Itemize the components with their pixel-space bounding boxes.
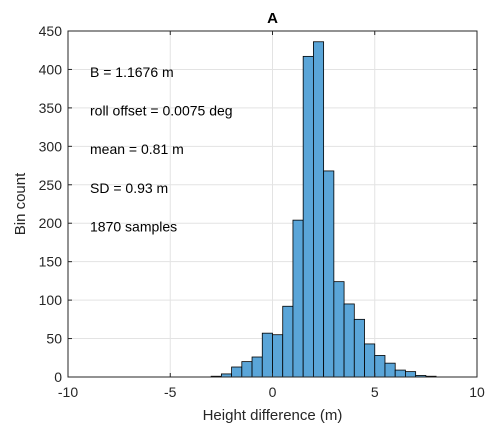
histogram-bar — [302, 55, 314, 378]
histogram-bar — [251, 356, 263, 378]
histogram-bar — [405, 371, 417, 378]
annotation-roll-offset: roll offset = 0.0075 deg — [90, 103, 233, 119]
histogram-bar — [353, 318, 365, 378]
annotation-baseline: B = 1.1676 m — [90, 64, 174, 80]
histogram-bar — [394, 369, 406, 378]
histogram-bar — [282, 305, 294, 378]
histogram-bar — [272, 334, 284, 378]
x-tick-label: -10 — [58, 384, 78, 400]
histogram-bar — [364, 343, 376, 378]
histogram-bar — [333, 281, 345, 378]
x-tick-label: 10 — [469, 384, 485, 400]
y-tick-label: 150 — [39, 254, 63, 270]
y-tick-label: 250 — [39, 177, 63, 193]
histogram-bar — [292, 219, 304, 378]
histogram-bar — [261, 332, 273, 378]
histogram-bar — [343, 303, 355, 378]
annotation-sd: SD = 0.93 m — [90, 180, 168, 196]
chart-title: A — [267, 10, 278, 27]
annotation-mean: mean = 0.81 m — [90, 141, 184, 157]
histogram-bar — [384, 362, 396, 378]
histogram-bar — [312, 41, 325, 378]
y-tick-label: 200 — [39, 215, 63, 231]
x-tick-label: 0 — [269, 384, 277, 400]
histogram-bar — [323, 170, 335, 378]
y-tick-label: 100 — [39, 292, 63, 308]
y-tick-label: 350 — [39, 100, 63, 116]
histogram-bar — [241, 361, 253, 378]
stats-annotations: B = 1.1676 m roll offset = 0.0075 deg me… — [90, 64, 233, 234]
y-axis-label: Bin count — [12, 172, 29, 235]
y-tick-label: 450 — [39, 23, 63, 39]
histogram-bar — [374, 355, 386, 378]
histogram-bar — [231, 366, 243, 378]
y-tick-label: 50 — [46, 331, 62, 347]
x-axis-label: Height difference (m) — [203, 407, 343, 424]
x-tick-label: -5 — [164, 384, 177, 400]
x-tick-label: 5 — [371, 384, 379, 400]
histogram-bars — [210, 41, 437, 378]
y-tick-label: 300 — [39, 138, 63, 154]
y-tick-label: 0 — [54, 369, 62, 385]
annotation-samples: 1870 samples — [90, 218, 177, 234]
y-tick-label: 400 — [39, 61, 63, 77]
grid-lines — [67, 30, 478, 378]
